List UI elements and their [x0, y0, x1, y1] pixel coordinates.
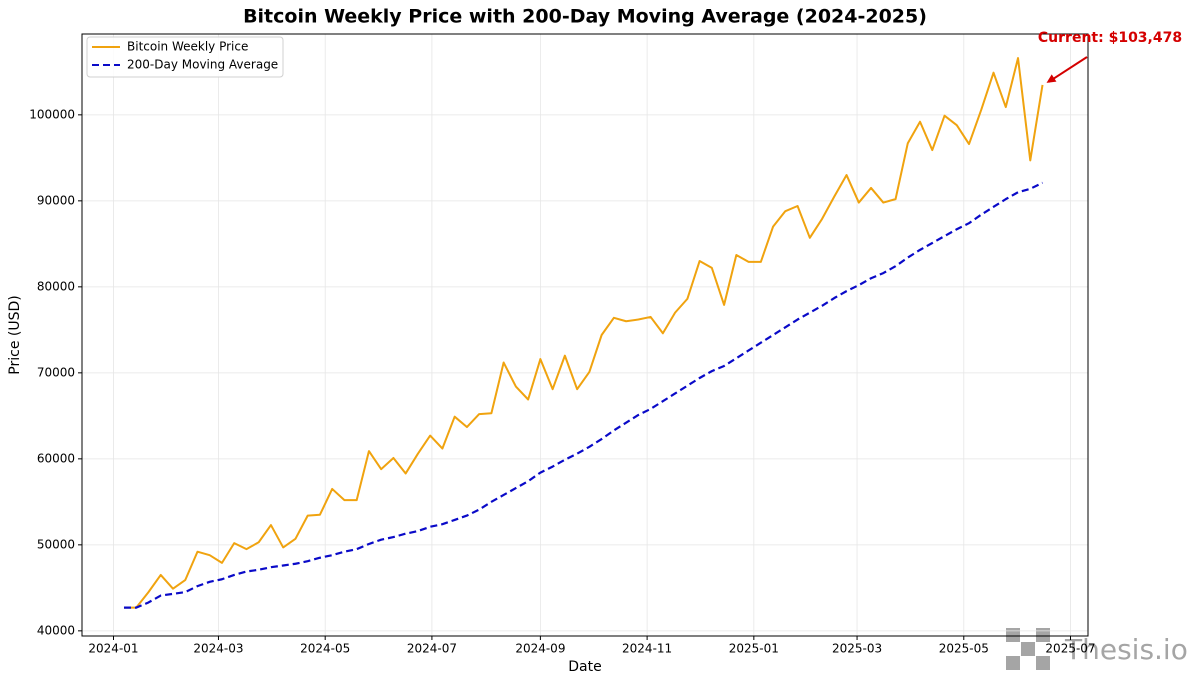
- legend-label: 200-Day Moving Average: [127, 58, 278, 72]
- x-tick-label: 2024-11: [622, 642, 672, 656]
- plot-frame: [81, 33, 1089, 637]
- y-tick-label: 100000: [29, 107, 75, 121]
- legend: Bitcoin Weekly Price 200-Day Moving Avera…: [86, 36, 284, 78]
- legend-label: Bitcoin Weekly Price: [127, 40, 248, 54]
- x-tick-label: 2025-05: [939, 642, 989, 656]
- series-line: [123, 57, 1044, 609]
- x-axis-label: Date: [568, 659, 601, 675]
- y-tick-label: 40000: [37, 623, 75, 637]
- annotation-arrowhead: [1046, 74, 1057, 83]
- y-tick-label: 90000: [37, 193, 75, 207]
- series-line: [123, 181, 1043, 609]
- watermark-logo: [1006, 628, 1050, 670]
- x-tick-label: 2024-05: [300, 642, 350, 656]
- x-tick-label: 2025-07: [1045, 642, 1095, 656]
- x-tick-label: 2025-01: [729, 642, 779, 656]
- y-tick-label: 80000: [37, 279, 75, 293]
- x-tick-label: 2024-01: [88, 642, 138, 656]
- y-tick-label: 70000: [37, 365, 75, 379]
- y-tick-label: 60000: [37, 451, 75, 465]
- watermark: Thesis.io: [1064, 633, 1188, 666]
- annotation-arrow: [1047, 56, 1088, 83]
- y-axis-label: Price (USD): [7, 295, 23, 374]
- x-tick-label: 2024-09: [515, 642, 565, 656]
- chart-title: Bitcoin Weekly Price with 200-Day Moving…: [243, 6, 927, 28]
- y-tick-label: 50000: [37, 537, 75, 551]
- annotation: Current: $103,478: [1038, 30, 1182, 46]
- x-tick-label: 2024-03: [193, 642, 243, 656]
- x-tick-label: 2024-07: [407, 642, 457, 656]
- legend-box: [86, 36, 284, 78]
- x-tick-label: 2025-03: [832, 642, 882, 656]
